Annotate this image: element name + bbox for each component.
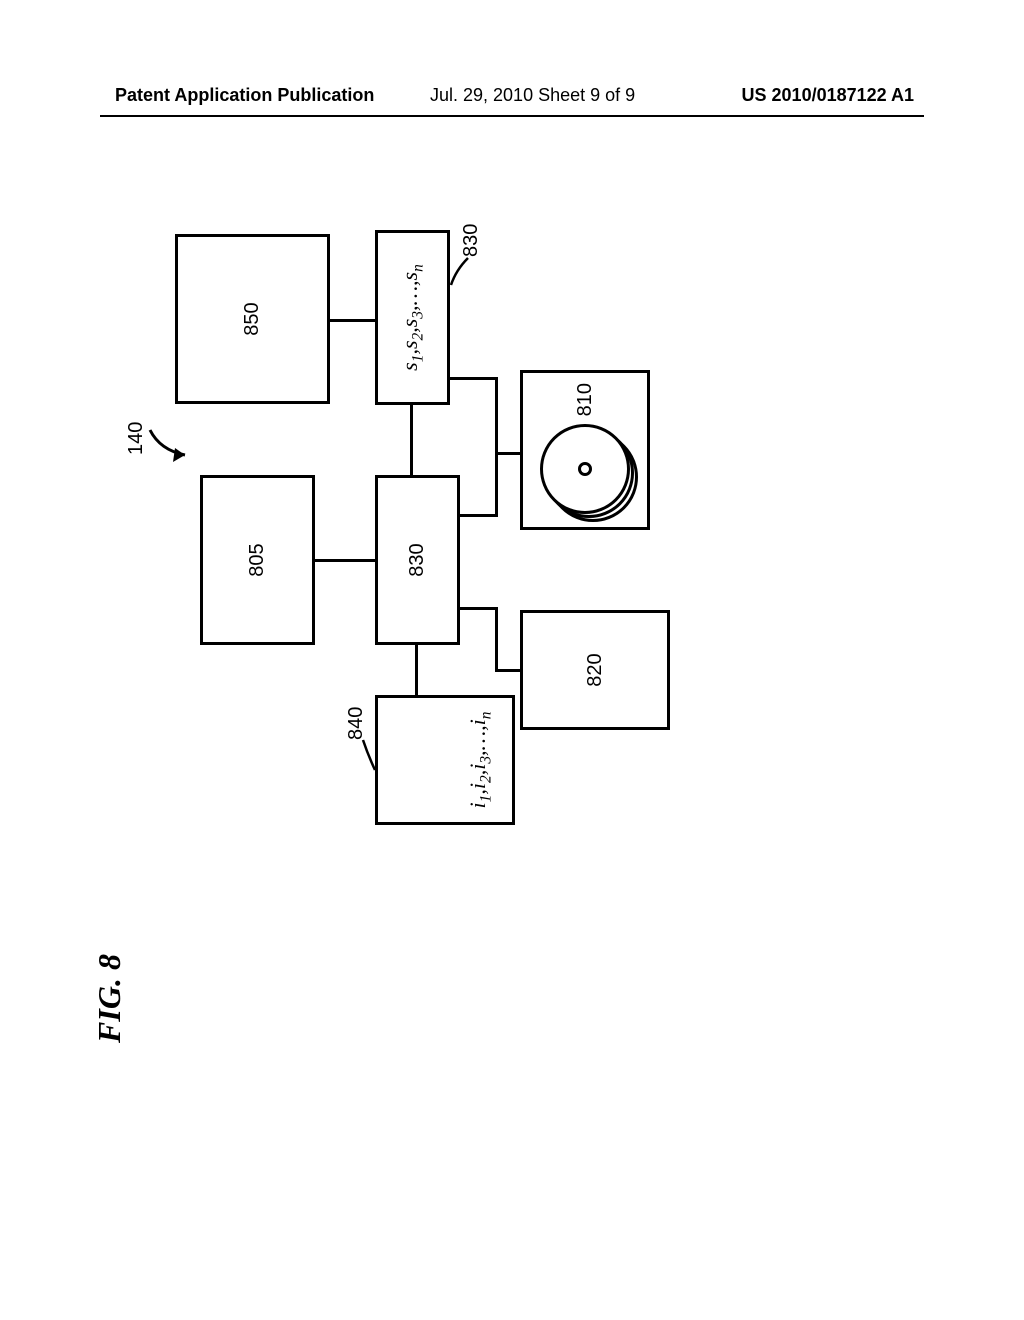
connector-810-down: [495, 452, 520, 455]
rotated-diagram: 140 805 850 i1,i2,i3,…,in 840 830: [150, 130, 770, 910]
box-805-label: 805: [246, 543, 269, 576]
header-publication: Patent Application Publication: [115, 85, 374, 106]
box-830-right: s1,s2,s3,…,sn: [375, 230, 450, 405]
box-805: 805: [200, 475, 315, 645]
connector-830a-down-right: [460, 514, 498, 517]
connector-branch-810: [495, 452, 498, 517]
box-830-center: 830: [375, 475, 460, 645]
figure-8-diagram: 140 805 850 i1,i2,i3,…,in 840 830: [100, 180, 924, 880]
connector-820-down: [495, 669, 520, 672]
connector-830a-down-left: [460, 607, 498, 610]
connector-branch-820: [495, 607, 498, 672]
header-date-sheet: Jul. 29, 2010 Sheet 9 of 9: [430, 85, 635, 106]
leader-840-icon: [360, 735, 380, 775]
connector-850-bus: [330, 319, 375, 322]
box-830-center-label: 830: [406, 543, 429, 576]
box-840: i1,i2,i3,…,in: [375, 695, 515, 825]
box-810-label: 810: [574, 383, 597, 416]
box-850-label: 850: [241, 302, 264, 335]
box-840-content: i1,i2,i3,…,in: [465, 712, 495, 809]
leader-830-icon: [448, 250, 473, 290]
connector-830a-830b: [410, 405, 413, 475]
connector-840-830a: [415, 645, 418, 695]
pointer-arrow-icon: [145, 410, 205, 470]
connector-830b-810: [495, 377, 498, 455]
box-820-label: 820: [584, 653, 607, 686]
header-patent-number: US 2010/0187122 A1: [742, 85, 914, 106]
connector-805-830a: [315, 559, 375, 562]
box-850: 850: [175, 234, 330, 404]
box-830-right-content: s1,s2,s3,…,sn: [397, 264, 427, 371]
page-header: Patent Application Publication Jul. 29, …: [0, 85, 1024, 125]
box-820: 820: [520, 610, 670, 730]
connector-830b-down: [450, 377, 498, 380]
figure-label: FIG. 8: [91, 954, 128, 1043]
header-rule: [100, 115, 924, 117]
